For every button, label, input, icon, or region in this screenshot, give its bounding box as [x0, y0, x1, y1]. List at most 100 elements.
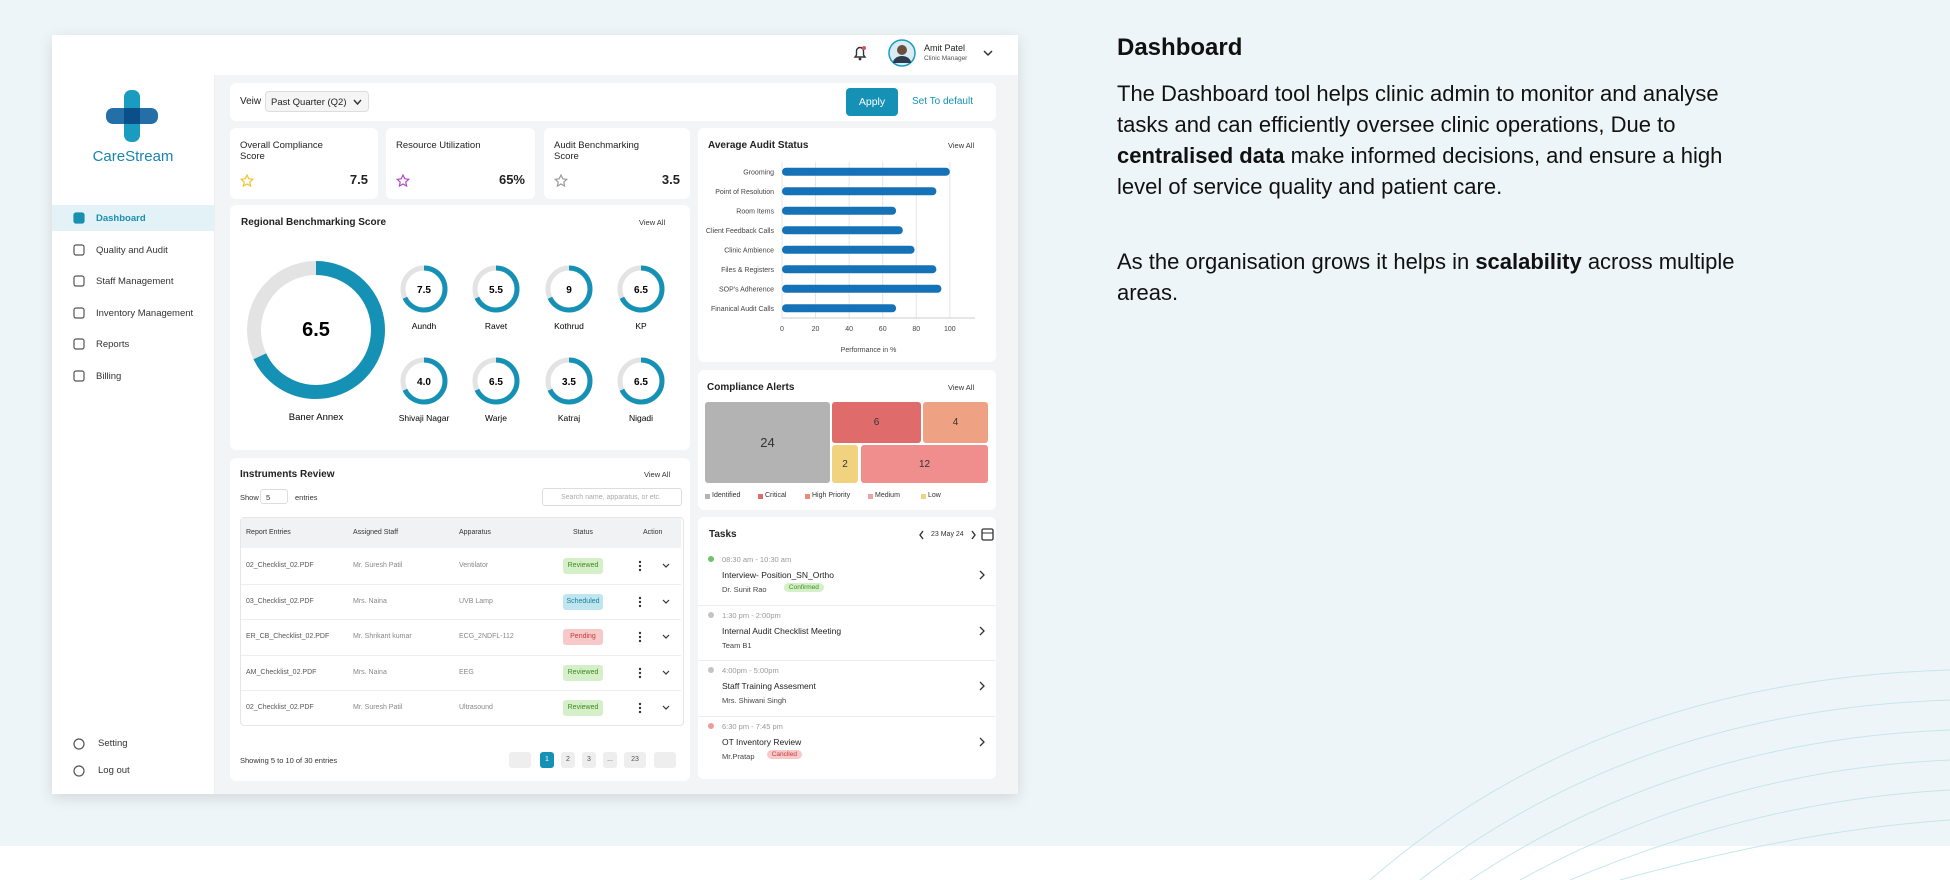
- row-actions: [638, 667, 670, 678]
- nav-item[interactable]: Quality and Audit: [52, 237, 214, 263]
- cell: 02_Checklist_02.PDF: [246, 704, 314, 712]
- nav: Dashboard Quality and Audit Staff Manageme…: [52, 205, 214, 405]
- cell: ER_CB_Checklist_02.PDF: [246, 633, 330, 641]
- audit-view-all[interactable]: View All: [948, 141, 975, 150]
- task-divider: [698, 715, 996, 717]
- gauge-value: 6.5: [634, 377, 648, 388]
- nav-item[interactable]: Dashboard: [52, 205, 214, 231]
- page-next[interactable]: [654, 752, 676, 768]
- nav-icon-shape: [73, 307, 85, 319]
- row-divider: [241, 690, 681, 692]
- user-menu-chevron[interactable]: [982, 48, 994, 58]
- dot: [638, 711, 642, 714]
- cell: Mrs. Naina: [353, 668, 387, 676]
- task-badge: Confirmed: [783, 583, 824, 592]
- table-footer: Showing 5 to 10 of 30 entries: [240, 756, 338, 765]
- nav-label: Reports: [96, 339, 130, 351]
- apply-button[interactable]: Apply: [846, 88, 898, 116]
- chevron: [979, 681, 985, 691]
- decor-curves: [1369, 669, 1950, 880]
- task-person: Mrs. Shiwani Singh: [722, 696, 787, 705]
- compliance-view-all[interactable]: View All: [948, 383, 975, 392]
- cell: Mr. Shrikant kumar: [353, 633, 412, 641]
- task-badge: Canclled: [766, 749, 802, 759]
- instruments-card: Instruments Review View All Show 5 entri…: [230, 458, 690, 781]
- y-tick-label: Client Feedback Calls: [706, 228, 775, 235]
- column-header: Status: [573, 529, 593, 536]
- task-title: Interview- Position_SN_Ortho: [722, 570, 834, 580]
- dot: [638, 703, 642, 706]
- dot: [638, 568, 642, 572]
- x-tick-label: 100: [944, 326, 956, 333]
- task-person: Mr.Pratap: [722, 751, 755, 761]
- kpi-value: 7.5: [349, 172, 368, 187]
- avatar[interactable]: [888, 39, 916, 67]
- page-prev[interactable]: [509, 752, 531, 768]
- nav-icon: [73, 738, 85, 750]
- dot: [638, 639, 642, 643]
- date-controls[interactable]: [916, 527, 996, 543]
- y-tick-label: Point of Resolution: [715, 189, 774, 196]
- page-button[interactable]: 1: [540, 752, 554, 768]
- nav-item[interactable]: Billing: [52, 363, 214, 389]
- tasks-title: Tasks: [709, 529, 737, 540]
- task-title: Staff Training Assesment: [722, 681, 816, 691]
- status-badge: Reviewed: [563, 664, 603, 681]
- page-button[interactable]: 23: [624, 752, 646, 768]
- user-role: Clinic Manager: [924, 55, 968, 62]
- nav-icon-shape: [73, 738, 85, 750]
- kpi-icon-shape: [554, 174, 568, 188]
- treemap-cell: 24: [705, 402, 830, 483]
- gauge-arc: [472, 357, 520, 405]
- row-actions: [638, 560, 670, 572]
- page-button[interactable]: 3: [582, 752, 596, 768]
- text: As the organisation grows it helps in: [1117, 249, 1476, 274]
- legend-label: Low: [928, 492, 941, 499]
- gauge-name: Shivaji Nagar: [399, 413, 450, 423]
- x-tick-label: 40: [845, 326, 853, 333]
- bold-text: centralised data: [1117, 143, 1285, 168]
- nav-item[interactable]: Inventory Management: [52, 300, 214, 326]
- instruments-view-all[interactable]: View All: [644, 470, 671, 479]
- dot: [638, 600, 642, 603]
- task-dot: [708, 667, 714, 673]
- nav-item[interactable]: Reports: [52, 331, 214, 357]
- description-title: Dashboard: [1117, 34, 1243, 61]
- kpi-icon: [240, 174, 254, 188]
- search-box[interactable]: Search name, apparatus, or etc.: [542, 488, 682, 506]
- nav-icon: [73, 307, 85, 319]
- column-header: Action: [643, 529, 663, 536]
- gauge-value: 6.5: [302, 319, 330, 341]
- nav-item[interactable]: Staff Management: [52, 268, 214, 294]
- chevron: [979, 626, 985, 635]
- y-tick-label: Finanical Audit Calls: [711, 306, 775, 313]
- chevron: [662, 634, 670, 640]
- page-button[interactable]: ...: [603, 752, 617, 768]
- gauges: 6.5 Baner Annex 7.5 Aundh 5.5 Ravet 9 Kothrud 6.…: [247, 261, 665, 423]
- nav-item[interactable]: Setting: [52, 733, 214, 755]
- kpi-card: Resource Utilization 65%: [386, 128, 535, 199]
- task-chevron: [979, 570, 985, 580]
- task-chevron: [979, 626, 985, 635]
- gauge-name: KP: [635, 321, 647, 331]
- bar: [782, 167, 950, 176]
- entries-select[interactable]: 5: [260, 489, 288, 504]
- audit-title: Average Audit Status: [708, 140, 809, 151]
- task-divider: [698, 660, 996, 661]
- kpi-value: 3.5: [661, 172, 680, 187]
- nav-label: Billing: [96, 371, 122, 382]
- period-text: Past Quarter (Q2): [271, 97, 347, 108]
- bell-icon[interactable]: [851, 44, 869, 62]
- period-select[interactable]: Past Quarter (Q2): [265, 91, 369, 112]
- nav-icon-shape: [73, 370, 85, 382]
- nav-item[interactable]: Log out: [52, 760, 214, 782]
- kpi-icon-shape: [396, 174, 410, 188]
- gauge-value: 5.5: [489, 285, 503, 296]
- regional-view-all[interactable]: View All: [639, 218, 666, 227]
- gauge-arc: [617, 265, 665, 313]
- cell: 02_Checklist_02.PDF: [246, 562, 314, 569]
- page-button[interactable]: 2: [561, 752, 575, 768]
- x-tick-label: 20: [812, 326, 820, 333]
- chevron: [979, 737, 985, 746]
- reset-link[interactable]: Set To default: [912, 96, 973, 107]
